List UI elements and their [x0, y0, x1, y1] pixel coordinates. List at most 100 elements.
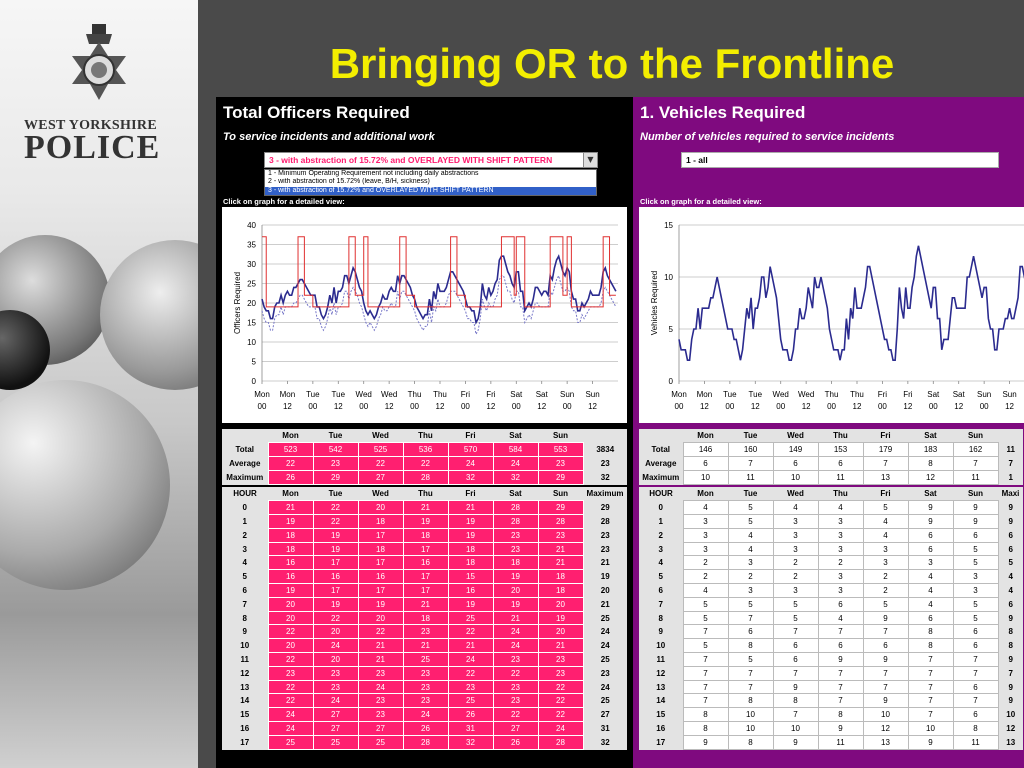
summary-cell: 6: [682, 456, 729, 471]
hour-cell: 16: [240, 723, 250, 733]
summary-cell: 11: [727, 469, 774, 485]
hour-value-cell: 5: [727, 500, 774, 516]
sidebar-background: WEST YORKSHIRE POLICE: [0, 0, 198, 768]
hour-value-cell: 6: [817, 596, 864, 612]
option-2[interactable]: 2 - with abstraction of 15.72% (leave, B…: [268, 178, 430, 186]
summary-cell: 11: [817, 469, 864, 485]
day-header: Thu: [833, 431, 848, 441]
hour-value-cell: 5: [727, 652, 774, 667]
day-header: Sat: [509, 489, 522, 499]
hour-value-cell: 21: [402, 596, 449, 612]
summary-total-cell: 3834: [596, 445, 615, 455]
max-cell: 6: [1008, 599, 1013, 609]
x-tick-label: Sun 12: [1002, 390, 1016, 411]
hour-value-cell: 23: [492, 652, 539, 667]
day-header: Sun: [552, 431, 569, 441]
hour-value-cell: 9: [772, 679, 819, 695]
hour-value-cell: 3: [682, 514, 729, 529]
y-tick-label: 30: [247, 260, 256, 269]
summary-row: Maximum 26 29 27 28 32 32 29 32: [222, 469, 627, 485]
vehicle-type-dropdown[interactable]: 1 - all: [681, 152, 999, 168]
summary-cell: 6: [772, 456, 819, 471]
summary-cell: 29: [312, 469, 359, 485]
hour-value-cell: 28: [492, 514, 539, 529]
option-1[interactable]: 1 - Minimum Operating Requirement not in…: [268, 170, 479, 177]
x-tick-label: Sat 00: [927, 390, 940, 411]
hour-value-cell: 24: [267, 721, 314, 736]
hour-value-cell: 18: [357, 541, 404, 557]
summary-cell: 22: [267, 456, 314, 471]
max-cell: 13: [1006, 737, 1016, 747]
logo-line-west-yorkshire: WEST YORKSHIRE: [24, 118, 157, 133]
hour-value-cell: 22: [537, 707, 584, 723]
max-cell: 31: [600, 723, 610, 733]
hour-value-cell: 17: [357, 527, 404, 543]
hour-value-cell: 21: [537, 638, 584, 654]
dropdown-arrow-icon[interactable]: ▼: [583, 152, 598, 168]
summary-cell: 162: [952, 442, 999, 458]
vehicles-title: 1. Vehicles Required: [640, 103, 806, 122]
hour-cell: 11: [656, 654, 665, 664]
max-cell: 7: [1008, 668, 1013, 678]
summary-cell: 523: [267, 442, 314, 458]
hour-value-cell: 32: [447, 734, 494, 750]
abstraction-dropdown[interactable]: 3 - with abstraction of 15.72% and OVERL…: [264, 152, 595, 168]
hour-value-cell: 7: [862, 624, 909, 640]
hour-row: 6 19 17 17 17 16 20 18 20: [222, 583, 627, 598]
hour-value-cell: 5: [952, 555, 999, 571]
day-header: Fri: [465, 489, 476, 499]
hour-value-cell: 24: [402, 707, 449, 723]
hour-value-cell: 3: [772, 541, 819, 557]
hour-value-cell: 9: [862, 610, 909, 626]
hour-value-cell: 23: [267, 665, 314, 681]
hour-value-cell: 16: [267, 569, 314, 585]
hour-value-cell: 18: [267, 527, 314, 543]
hour-value-cell: 8: [907, 624, 954, 640]
day-header: Sat: [924, 431, 937, 441]
police-badge-logo: [72, 24, 126, 100]
hour-value-cell: 16: [402, 555, 449, 571]
summary-cell: 23: [312, 456, 359, 471]
hour-value-cell: 3: [907, 555, 954, 571]
hour-value-cell: 11: [952, 734, 999, 750]
hour-value-cell: 22: [267, 624, 314, 640]
hour-row: 14 22 24 23 23 25 23 22 25: [222, 693, 627, 709]
row-label: Maximum: [226, 472, 264, 482]
summary-cell: 536: [402, 442, 449, 458]
vehicles-chart[interactable]: 0 5 10 15 Vehicles Required Mon 00 Mon 12 Tue 00 Tu…: [639, 207, 1024, 423]
hour-value-cell: 21: [267, 500, 314, 516]
option-3[interactable]: 3 - with abstraction of 15.72% and OVERL…: [265, 186, 596, 195]
hour-value-cell: 23: [492, 541, 539, 557]
hour-value-cell: 4: [682, 583, 729, 598]
hour-value-cell: 4: [727, 527, 774, 543]
hour-value-cell: 23: [402, 693, 449, 709]
officers-chart[interactable]: 0 5 10 15 20 25 30 35 40 Officers Required Mon 00 Mo…: [222, 207, 627, 423]
hour-value-cell: 23: [492, 679, 539, 695]
max-cell: 6: [1008, 544, 1013, 554]
hour-value-cell: 6: [772, 638, 819, 654]
hour-value-cell: 9: [682, 734, 729, 750]
hour-cell: 12: [240, 668, 250, 678]
hour-cell: 0: [242, 503, 247, 513]
hour-value-cell: 24: [492, 638, 539, 654]
hour-value-cell: 23: [492, 693, 539, 709]
hour-row: 14 7 8 8 7 9 7 7 9: [639, 693, 1023, 709]
day-header: Sun: [967, 489, 984, 499]
hour-value-cell: 27: [492, 721, 539, 736]
hour-value-cell: 6: [952, 707, 999, 723]
hour-row: 15 24 27 23 24 26 22 22 27: [222, 707, 627, 723]
hour-value-cell: 3: [772, 583, 819, 598]
hour-row: 11 7 5 6 9 9 7 7 9: [639, 652, 1023, 667]
summary-cell: 183: [907, 442, 954, 458]
hour-value-cell: 16: [267, 555, 314, 571]
hour-value-cell: 23: [312, 679, 359, 695]
day-header: Sun: [552, 489, 569, 499]
row-label: Average: [645, 458, 677, 468]
hour-row: 13 22 23 24 23 23 23 22 24: [222, 679, 627, 695]
hour-value-cell: 22: [312, 610, 359, 626]
summary-cell: 29: [537, 469, 584, 485]
hour-value-cell: 5: [682, 638, 729, 654]
max-cell: 21: [600, 599, 610, 609]
x-tick-label: Thu 12: [850, 390, 864, 411]
